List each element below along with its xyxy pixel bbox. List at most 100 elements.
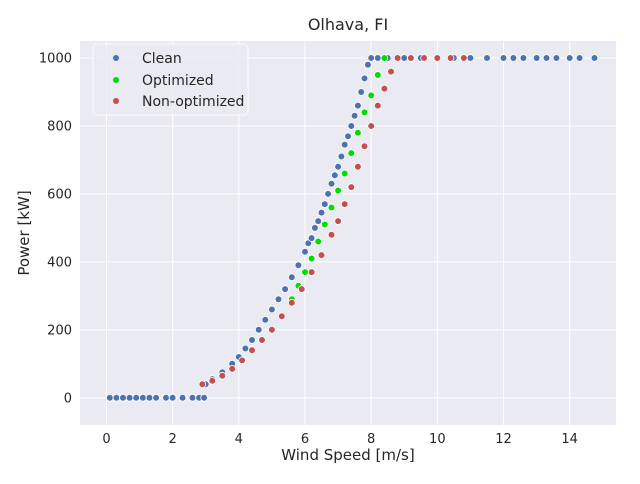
data-point-non-optimized [327, 230, 336, 239]
data-point-clean [590, 54, 599, 62]
data-point-clean [347, 122, 356, 130]
data-point-non-optimized [268, 325, 276, 334]
data-point-clean [354, 101, 362, 110]
data-point-clean [125, 393, 134, 402]
data-point-clean [360, 74, 369, 83]
data-point-non-optimized [248, 346, 256, 355]
data-point-non-optimized [360, 142, 369, 151]
data-point-clean [162, 393, 170, 402]
legend-label-non-optimized: Non-optimized [142, 94, 244, 110]
data-point-optimized [373, 71, 382, 79]
x-tick-label: 6 [301, 432, 309, 447]
data-point-optimized [380, 54, 389, 62]
data-point-clean [132, 393, 141, 402]
data-point-optimized [320, 220, 329, 229]
data-point-non-optimized [277, 312, 286, 321]
data-point-clean [178, 393, 187, 402]
data-point-clean [483, 54, 491, 62]
data-point-non-optimized [287, 298, 296, 307]
data-point-clean [281, 285, 289, 293]
data-point-non-optimized [347, 183, 356, 191]
data-point-optimized [360, 108, 369, 117]
data-point-optimized [307, 254, 316, 263]
x-tick-label: 8 [367, 432, 375, 447]
data-point-optimized [334, 186, 342, 195]
legend-marker-clean [113, 55, 119, 61]
data-point-clean [261, 315, 270, 324]
data-point-non-optimized [218, 371, 227, 380]
data-point-non-optimized [317, 251, 326, 259]
data-point-clean [575, 54, 584, 62]
data-point-clean [119, 393, 127, 402]
data-point-optimized [327, 203, 336, 212]
data-points [106, 54, 599, 402]
data-point-clean [314, 217, 323, 225]
data-point-clean [320, 200, 329, 208]
data-point-clean [509, 54, 518, 62]
data-point-clean [112, 393, 121, 402]
data-point-clean [350, 112, 359, 120]
data-point-non-optimized [380, 84, 389, 93]
data-point-non-optimized [340, 200, 349, 208]
y-tick-label: 1000 [39, 51, 72, 66]
chart-title: Olhava, FI [308, 15, 388, 34]
data-point-clean [330, 171, 339, 180]
data-point-clean [334, 162, 342, 171]
data-point-non-optimized [459, 54, 468, 62]
data-point-optimized [314, 237, 323, 246]
data-point-clean [145, 393, 154, 402]
data-point-non-optimized [373, 101, 382, 110]
data-point-clean [294, 261, 303, 270]
data-point-clean [317, 208, 326, 217]
tick-labels: 0 2 4 6 8 10 12 14 0 200 400 600 800 1000 [39, 51, 578, 447]
data-point-optimized [354, 129, 362, 137]
data-point-non-optimized [334, 217, 342, 225]
data-point-non-optimized [238, 356, 246, 365]
data-point-optimized [347, 149, 356, 157]
data-point-clean [241, 344, 250, 353]
x-tick-label: 14 [561, 432, 578, 447]
data-point-non-optimized [297, 285, 306, 293]
data-point-non-optimized [446, 54, 455, 62]
data-point-clean [344, 132, 352, 141]
data-point-clean [152, 393, 160, 402]
y-tick-label: 0 [64, 391, 72, 406]
data-point-non-optimized [307, 268, 316, 276]
x-tick-label: 0 [102, 432, 110, 447]
data-point-non-optimized [258, 336, 266, 344]
data-point-clean [327, 179, 336, 188]
data-point-non-optimized [387, 67, 395, 76]
data-point-clean [532, 54, 541, 62]
data-point-clean [106, 393, 114, 402]
data-point-clean [254, 325, 263, 334]
x-tick-label: 4 [235, 432, 243, 447]
data-point-clean [324, 190, 332, 198]
data-point-clean [200, 393, 208, 402]
data-point-clean [168, 393, 177, 402]
data-point-clean [364, 61, 372, 69]
data-point-non-optimized [433, 54, 442, 62]
data-point-clean [519, 54, 528, 62]
y-tick-label: 600 [47, 187, 72, 202]
data-point-optimized [367, 91, 376, 100]
data-point-clean [466, 54, 475, 62]
data-point-clean [311, 224, 319, 232]
data-point-clean [373, 54, 382, 62]
legend-label-optimized: Optimized [142, 73, 214, 89]
data-point-clean [188, 393, 197, 402]
y-tick-label: 200 [47, 323, 72, 338]
data-point-clean [268, 305, 276, 314]
data-point-clean [367, 54, 376, 62]
data-point-non-optimized [420, 54, 428, 62]
series-optimized [287, 54, 389, 304]
data-point-non-optimized [208, 376, 217, 385]
data-point-clean [301, 247, 309, 256]
y-axis-label: Power [kW] [15, 190, 33, 275]
x-tick-label: 2 [169, 432, 177, 447]
legend-marker-non-optimized [113, 98, 119, 104]
data-point-optimized [301, 268, 309, 276]
y-tick-label: 800 [47, 119, 72, 134]
data-point-clean [337, 152, 346, 161]
data-point-clean [400, 54, 409, 62]
